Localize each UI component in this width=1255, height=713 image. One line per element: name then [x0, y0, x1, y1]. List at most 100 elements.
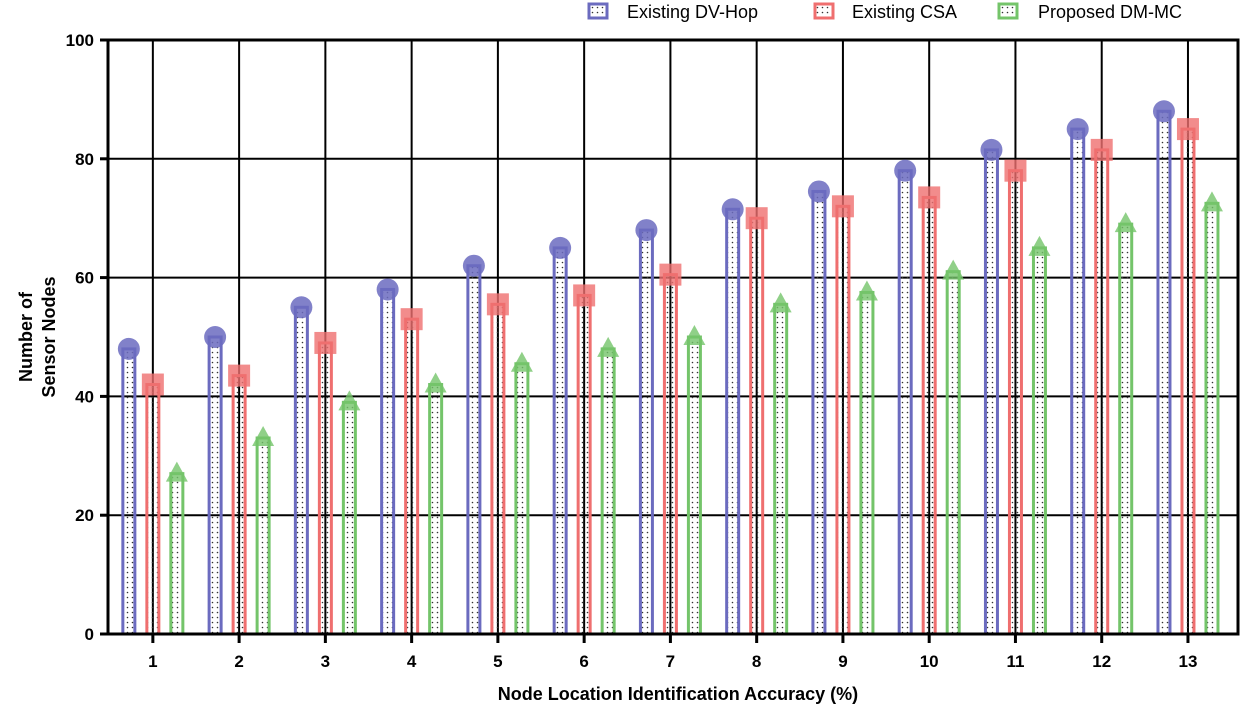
bar-dm-mc-6: [600, 347, 616, 636]
marker-dv-hop-10: [894, 159, 917, 182]
y-tick-label: 40: [75, 387, 94, 406]
marker-csa-10: [918, 186, 941, 209]
bar-csa-8: [749, 216, 765, 636]
marker-csa-12: [1090, 138, 1113, 161]
marker-csa-4: [400, 308, 423, 331]
bar-dv-hop-10: [897, 169, 913, 636]
bar-csa-6: [576, 293, 592, 636]
legend-swatch-dm-mc: [997, 2, 1019, 20]
marker-csa-13: [1176, 118, 1199, 141]
bar-csa-9: [835, 204, 851, 636]
marker-dv-hop-5: [462, 254, 485, 277]
bar-dm-mc-8: [773, 302, 789, 636]
y-tick-label: 20: [75, 506, 94, 525]
marker-csa-6: [573, 284, 596, 307]
bar-csa-5: [490, 302, 506, 636]
legend: Existing DV-Hop Existing CSA Proposed DM…: [587, 2, 1182, 22]
x-tick-label: 9: [838, 652, 847, 671]
legend-item-dv-hop: Existing DV-Hop: [587, 2, 758, 22]
bar-dv-hop-11: [983, 148, 999, 636]
x-tick-label: 13: [1179, 652, 1198, 671]
marker-dm-mc-13: [1200, 191, 1223, 212]
bar-dm-mc-4: [428, 383, 444, 636]
legend-label-csa: Existing CSA: [852, 2, 957, 22]
bar-dv-hop-9: [811, 189, 827, 636]
bar-dv-hop-13: [1156, 109, 1172, 636]
bar-dm-mc-5: [514, 362, 530, 636]
marker-dv-hop-4: [376, 278, 399, 301]
marker-csa-7: [659, 263, 682, 286]
bar-dm-mc-12: [1118, 222, 1134, 636]
bar-csa-7: [662, 273, 678, 636]
legend-swatch-dv-hop: [587, 2, 609, 20]
marker-dv-hop-11: [980, 138, 1003, 161]
bar-dv-hop-6: [552, 246, 568, 636]
marker-dm-mc-6: [597, 336, 620, 357]
y-tick-label: 0: [85, 625, 94, 644]
y-tick-label: 100: [66, 31, 94, 50]
y-tick-label: 60: [75, 269, 94, 288]
marker-dm-mc-5: [510, 351, 533, 372]
marker-csa-8: [745, 207, 768, 230]
bar-dm-mc-9: [859, 290, 875, 636]
marker-dm-mc-9: [855, 280, 878, 301]
bar-csa-12: [1094, 148, 1110, 636]
x-axis-title: Node Location Identification Accuracy (%…: [498, 684, 858, 704]
bar-csa-1: [145, 383, 161, 636]
bar-dv-hop-7: [638, 228, 654, 636]
legend-item-csa: Existing CSA: [813, 2, 957, 22]
bar-dm-mc-7: [686, 335, 702, 636]
legend-swatch-csa: [813, 2, 835, 20]
marker-dv-hop-12: [1066, 118, 1089, 141]
bar-dv-hop-4: [380, 287, 396, 636]
x-tick-label: 1: [148, 652, 157, 671]
bars: [117, 100, 1223, 636]
x-tick-label: 7: [666, 652, 675, 671]
x-tick-label: 3: [321, 652, 330, 671]
marker-csa-3: [314, 331, 337, 354]
legend-item-dm-mc: Proposed DM-MC: [997, 2, 1182, 22]
x-tick-label: 8: [752, 652, 761, 671]
marker-dm-mc-10: [942, 259, 965, 280]
bar-csa-11: [1007, 169, 1023, 636]
x-tick-label: 4: [407, 652, 417, 671]
marker-csa-2: [228, 364, 251, 387]
y-axis: 0 20 40 60 80 100: [66, 31, 108, 644]
marker-csa-9: [831, 195, 854, 218]
marker-dv-hop-7: [635, 219, 658, 242]
x-tick-label: 10: [920, 652, 939, 671]
bar-csa-2: [231, 374, 247, 636]
bar-dv-hop-1: [121, 347, 137, 636]
bar-dm-mc-3: [341, 400, 357, 636]
bar-dv-hop-12: [1070, 127, 1086, 636]
bar-csa-10: [921, 195, 937, 636]
x-axis: 1 2 3 4 5 6 7 8 9 10 11 12 13: [148, 634, 1197, 671]
bar-csa-3: [317, 341, 333, 636]
plot-frame: [106, 38, 1240, 636]
marker-dm-mc-12: [1114, 212, 1137, 233]
y-axis-title: Number of Sensor Nodes: [16, 276, 59, 397]
bar-dm-mc-13: [1204, 201, 1220, 636]
marker-dv-hop-6: [549, 236, 572, 259]
bar-dv-hop-3: [293, 305, 309, 636]
marker-csa-5: [486, 293, 509, 316]
marker-csa-11: [1004, 159, 1027, 182]
marker-dm-mc-3: [338, 390, 361, 411]
x-tick-label: 6: [579, 652, 588, 671]
bar-dm-mc-10: [945, 270, 961, 636]
marker-dm-mc-4: [424, 372, 447, 393]
marker-dv-hop-1: [117, 337, 140, 360]
bar-dv-hop-2: [207, 335, 223, 636]
bar-csa-13: [1180, 127, 1196, 636]
bar-dm-mc-1: [169, 472, 185, 636]
x-tick-label: 5: [493, 652, 502, 671]
marker-dv-hop-9: [807, 180, 830, 203]
marker-dv-hop-2: [204, 326, 227, 348]
marker-dm-mc-1: [165, 461, 188, 482]
marker-dm-mc-11: [1028, 235, 1051, 256]
y-tick-label: 80: [75, 150, 94, 169]
legend-label-dm-mc: Proposed DM-MC: [1038, 2, 1182, 22]
bar-dm-mc-2: [255, 436, 271, 636]
x-tick-label: 11: [1006, 652, 1024, 671]
